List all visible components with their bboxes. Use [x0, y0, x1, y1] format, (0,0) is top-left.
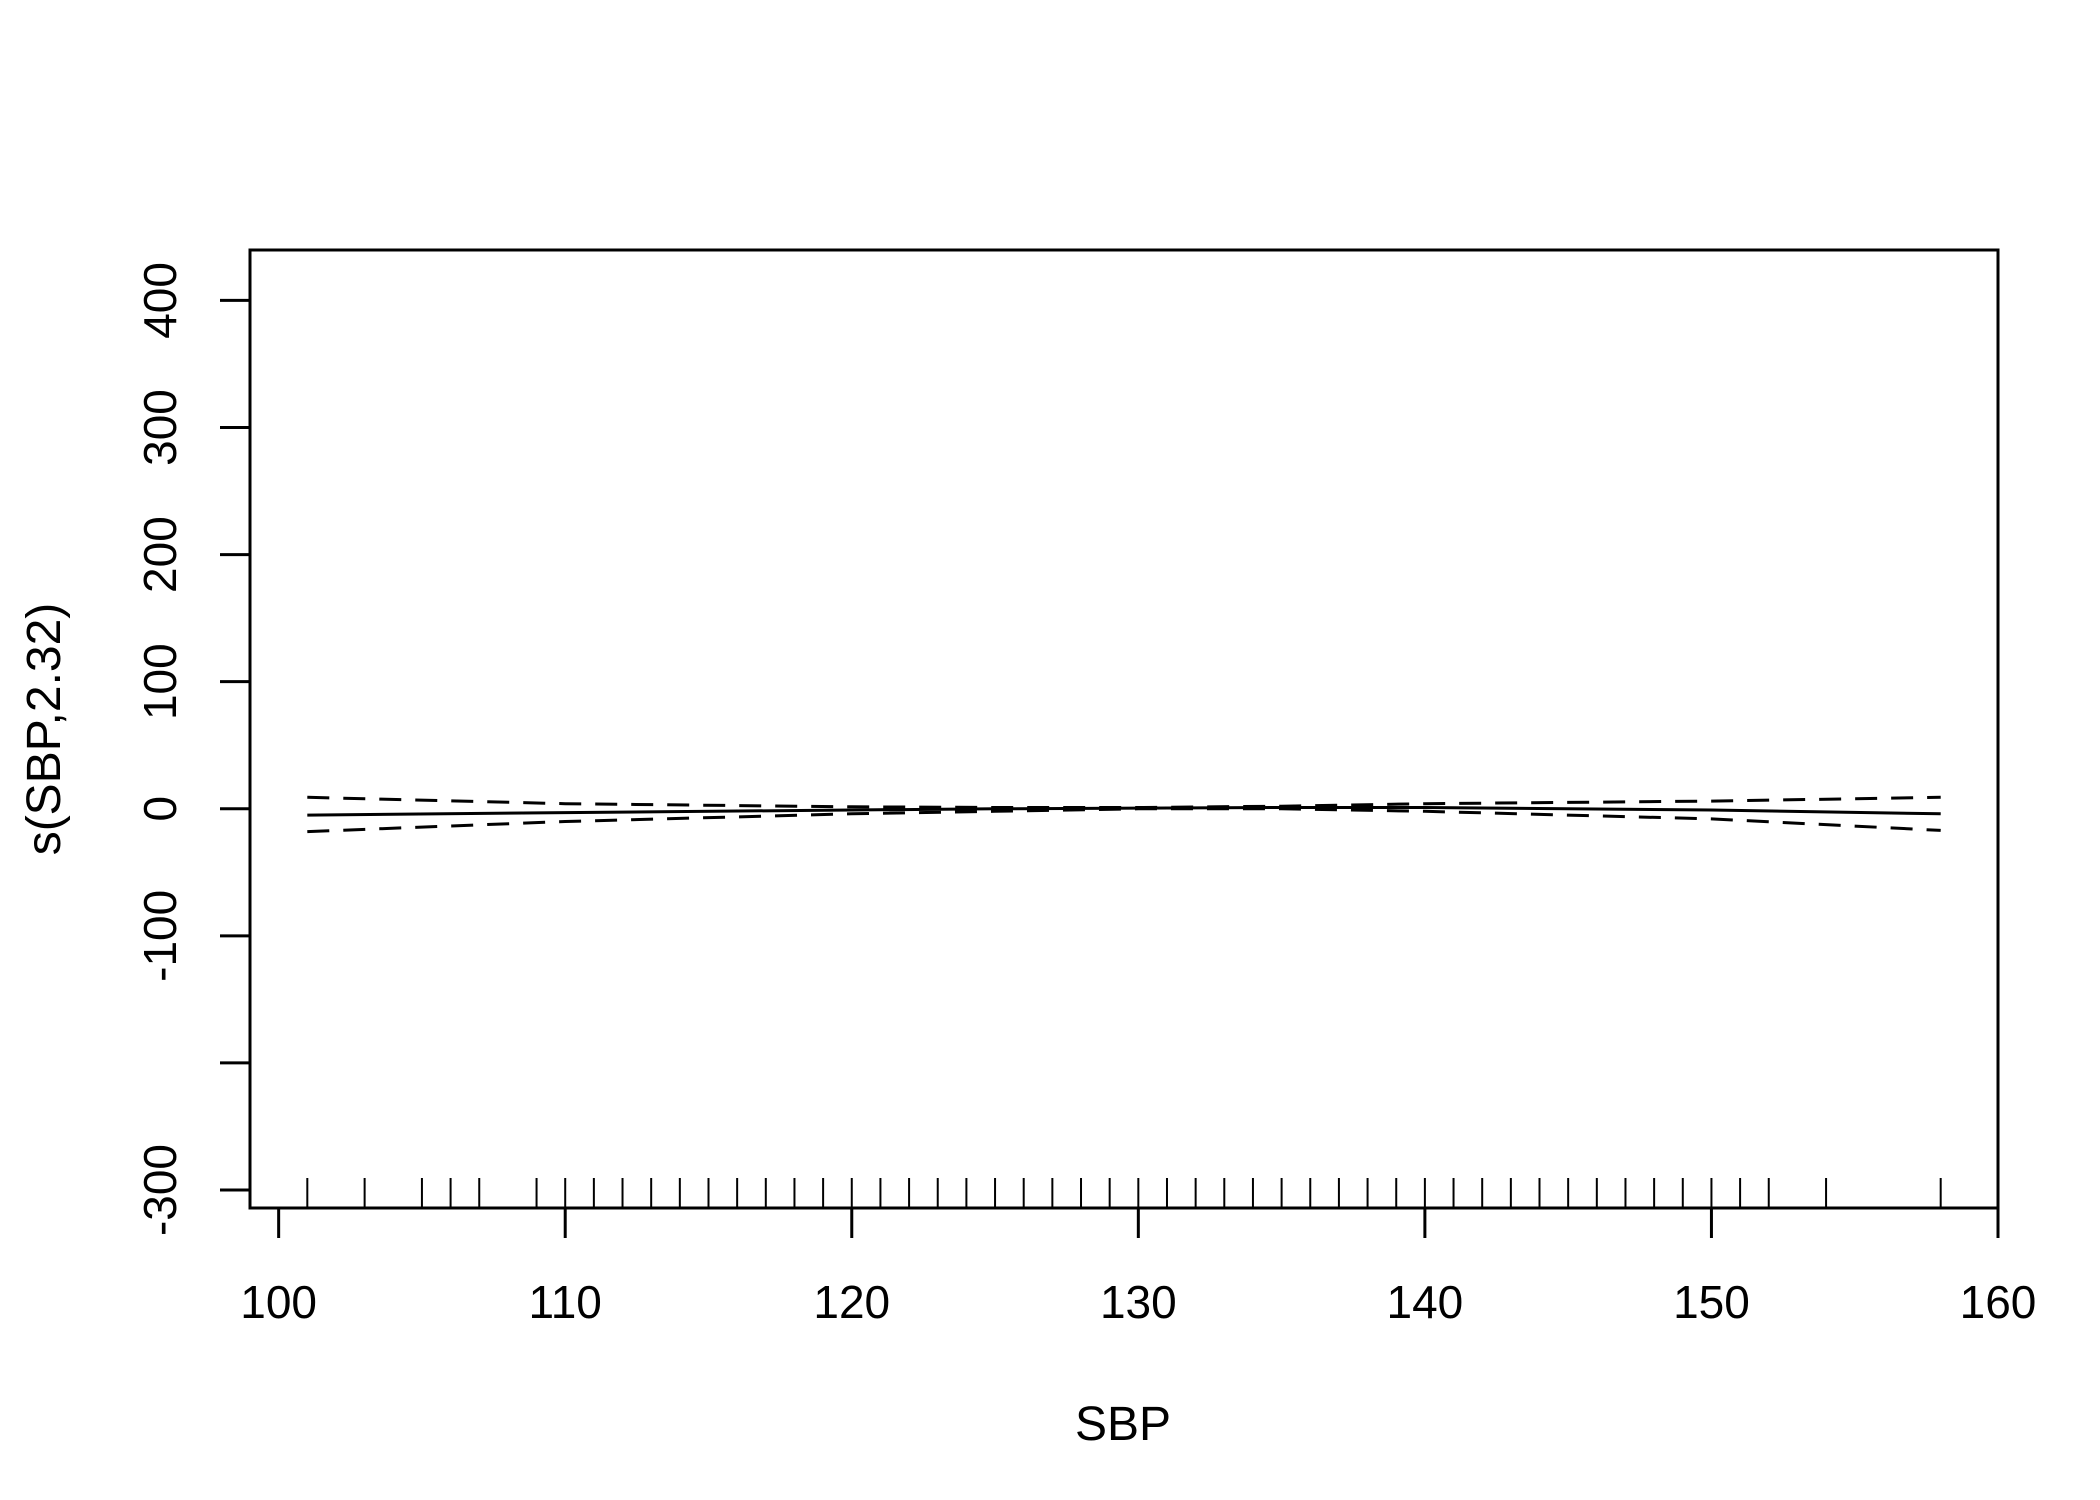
x-tick-label: 160: [1960, 1276, 2037, 1328]
confidence-band-line: [307, 807, 1941, 834]
x-axis-label: SBP: [1075, 1398, 1171, 1451]
x-tick-label: 120: [813, 1276, 890, 1328]
rug-marks: [306, 1178, 1942, 1208]
x-tick-label: 110: [529, 1276, 602, 1328]
y-tick-label: 100: [134, 643, 186, 720]
y-tick-label: 0: [134, 796, 186, 822]
confidence-band-line: [307, 795, 1941, 809]
smooth-series: [307, 795, 1941, 834]
y-tick-label: 300: [134, 389, 186, 466]
x-axis: 100 110 120 130 140 150 160: [240, 1206, 2037, 1328]
x-tick-label: 100: [240, 1276, 317, 1328]
y-axis-label: s(SBP,2.32): [18, 603, 71, 856]
y-tick-label: 200: [134, 516, 186, 593]
plot-frame: [248, 248, 2000, 1210]
x-tick-label: 140: [1387, 1276, 1464, 1328]
smooth-estimate-line: [307, 806, 1941, 817]
x-tick-label: 130: [1100, 1276, 1177, 1328]
y-tick-label: -300: [134, 1144, 186, 1236]
y-tick-label: 400: [134, 262, 186, 339]
y-tick-label: -100: [134, 890, 186, 982]
y-axis: -300 -100 0 100 200 300 400: [134, 262, 252, 1236]
x-tick-label: 150: [1673, 1276, 1750, 1328]
